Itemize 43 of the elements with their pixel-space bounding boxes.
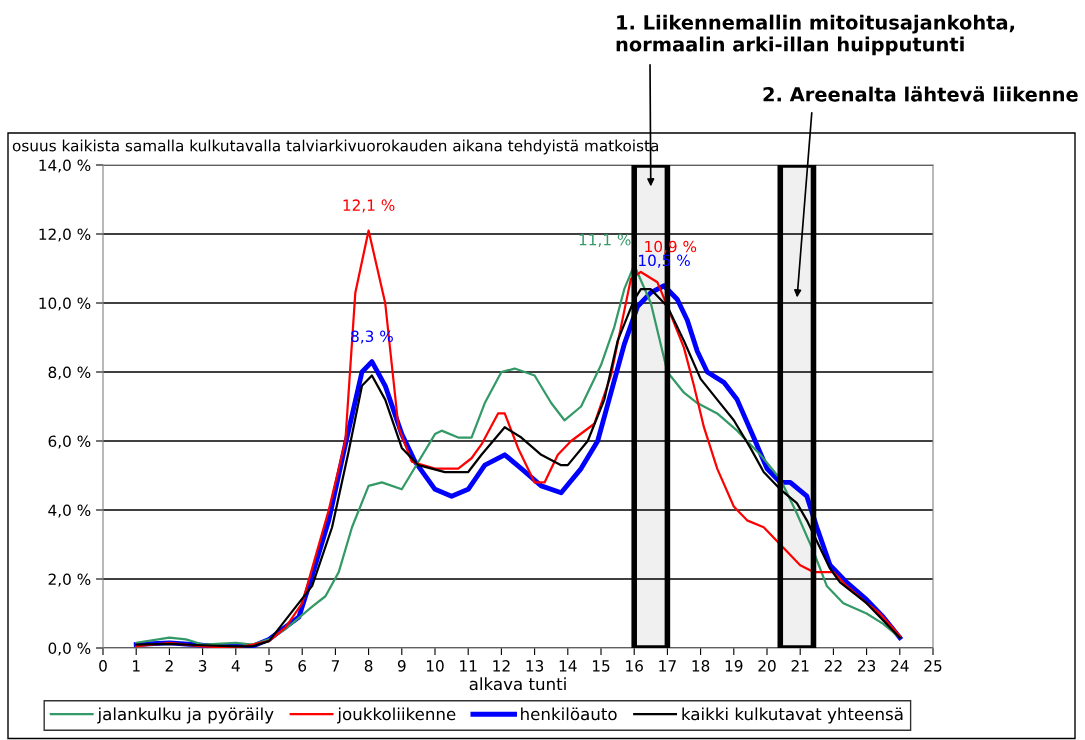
x-tick-label: 9 [397, 660, 406, 672]
band-label: 1. Liikennemallin mitoitusajankohta, normaalin arki-illan huipputunti [616, 14, 1015, 56]
y-tick-label: 2,0 % [48, 573, 91, 587]
x-tick-label: 15 [592, 660, 610, 672]
x-tick-label: 25 [924, 660, 942, 672]
legend-label: henkilöauto [521, 707, 617, 721]
legend-label: jalankulku ja pyöräily [97, 707, 274, 724]
x-tick-label: 5 [265, 660, 273, 672]
y-tick-label: 10,0 % [39, 297, 91, 311]
x-tick-label: 1 [133, 660, 140, 672]
x-tick-label: 4 [231, 660, 240, 672]
data-label: 12,1 % [343, 199, 395, 213]
x-tick-label: 22 [824, 660, 842, 672]
x-tick-label: 14 [559, 660, 577, 672]
x-axis-title: alkava tunti [469, 677, 566, 691]
x-tick-label: 23 [858, 660, 876, 672]
x-tick-label: 8 [364, 660, 373, 672]
x-tick-label: 20 [758, 660, 776, 672]
x-tick-label: 19 [725, 660, 743, 672]
y-tick-label: 14,0 % [39, 159, 91, 173]
legend-label: joukkoliikenne [337, 707, 456, 724]
band-label: 2. Areenalta lähtevä liikenne [763, 86, 1078, 102]
x-tick-label: 24 [891, 660, 909, 672]
x-tick-label: 11 [460, 660, 477, 672]
data-label: 11,1 % [579, 233, 631, 247]
x-tick-label: 16 [626, 660, 643, 672]
y-tick-label: 12,0 % [39, 228, 91, 242]
x-tick-label: 17 [659, 660, 676, 672]
y-tick-label: 4,0 % [48, 504, 91, 518]
x-tick-label: 10 [426, 660, 444, 672]
x-tick-label: 7 [331, 660, 339, 672]
x-tick-label: 3 [198, 660, 207, 672]
x-tick-label: 0 [99, 660, 107, 672]
x-tick-label: 2 [165, 660, 173, 672]
y-tick-label: 6,0 % [48, 435, 91, 449]
x-tick-label: 13 [526, 660, 544, 672]
y-tick-label: 8,0 % [48, 366, 91, 380]
y-tick-label: 0,0 % [48, 642, 91, 656]
x-tick-label: 6 [298, 660, 307, 672]
x-tick-label: 21 [791, 660, 809, 672]
x-tick-label: 12 [493, 660, 510, 672]
legend-label: kaikki kulkutavat yhteensä [682, 707, 903, 724]
x-tick-label: 18 [692, 660, 710, 672]
